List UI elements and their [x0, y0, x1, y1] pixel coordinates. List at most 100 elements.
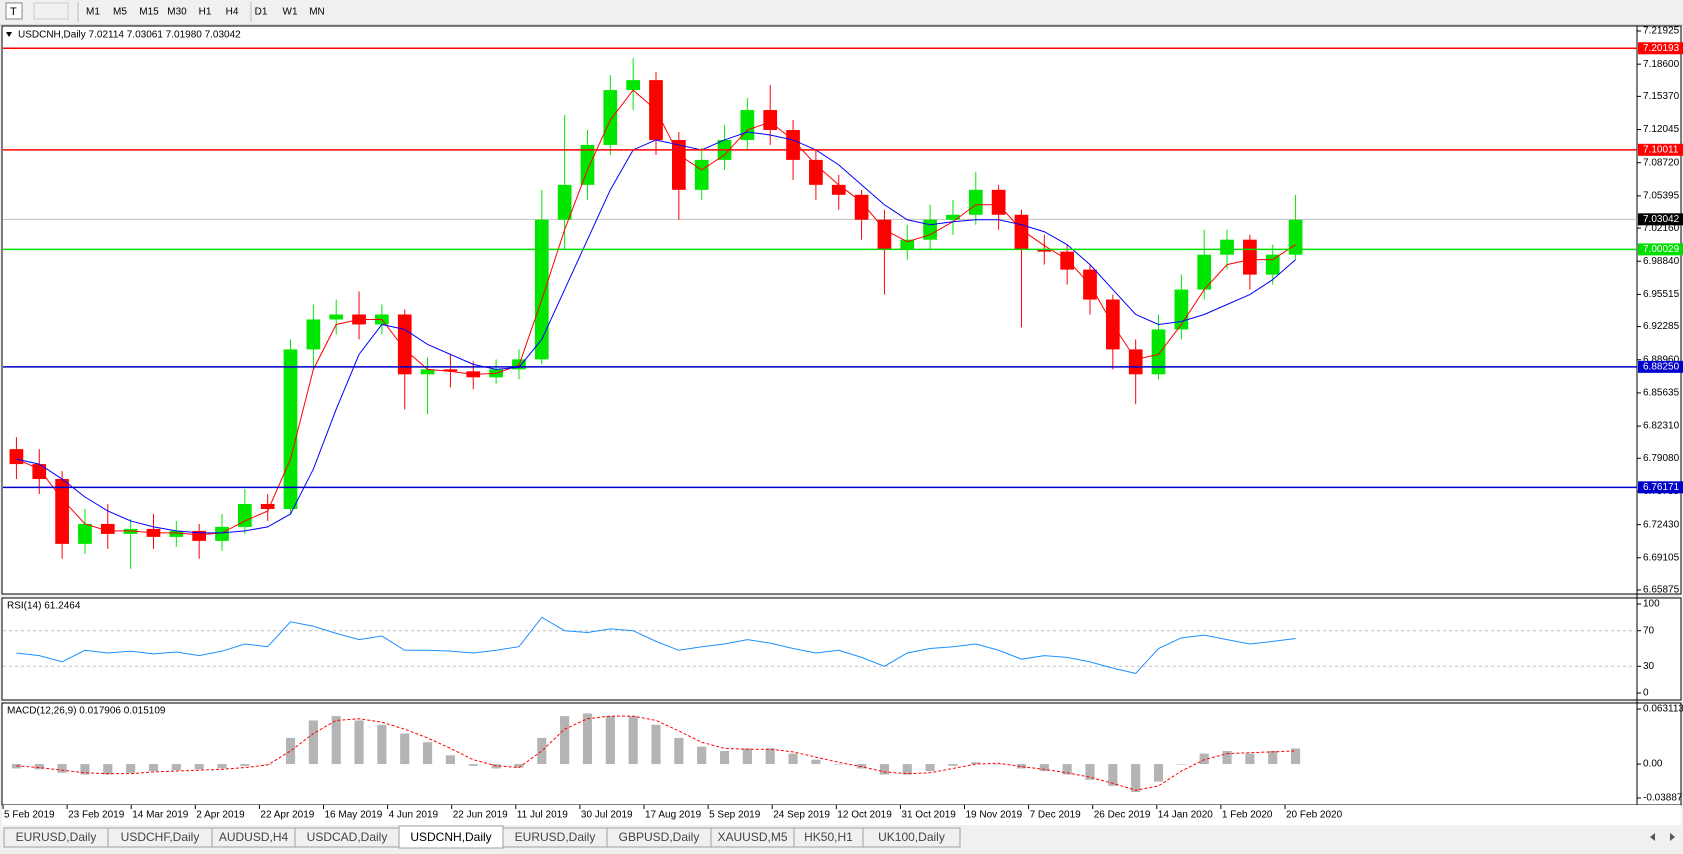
header: USDCNH,Daily 7.02114 7.03061 7.01980 7.0… — [18, 30, 241, 41]
candle-body — [1243, 239, 1257, 275]
level-marker — [1638, 481, 1683, 494]
candle-body — [1128, 349, 1143, 375]
timeframe-button[interactable]: M1 — [86, 7, 100, 18]
candle-body — [169, 530, 184, 537]
candle-body — [283, 349, 298, 509]
macd-bar — [1245, 753, 1255, 765]
candle-body — [32, 464, 47, 480]
tab-label[interactable]: XAUUSD,M5 — [717, 830, 787, 844]
macd-bar — [194, 764, 204, 770]
current-price-label: 7.03042 — [1643, 214, 1680, 225]
macd-bar — [1222, 750, 1232, 765]
price-tick-label: 6.79080 — [1643, 453, 1680, 464]
tab-label[interactable]: AUDUSD,H4 — [219, 830, 289, 844]
date-axis — [2, 805, 1681, 825]
date-label: 30 Jul 2019 — [581, 810, 633, 821]
macd-bar — [971, 762, 981, 765]
price-tick-label: 6.92285 — [1643, 321, 1680, 332]
macd-bar — [423, 742, 433, 765]
current-price-marker — [1638, 213, 1683, 226]
level-marker — [1638, 143, 1683, 156]
date-label: 4 Jun 2019 — [389, 810, 439, 821]
candle-body — [968, 189, 983, 215]
candle-body — [831, 184, 846, 195]
candle-body — [877, 219, 892, 250]
rsi-tick-label: 0 — [1643, 688, 1649, 699]
macd-bar — [126, 764, 136, 773]
candle-body — [55, 479, 69, 544]
candle-body — [694, 159, 709, 190]
candle-body — [1197, 254, 1212, 290]
candle-body — [809, 159, 823, 185]
scroll-right[interactable] — [1670, 833, 1675, 841]
timeframe-button[interactable]: H4 — [226, 7, 239, 18]
macd-bar — [811, 759, 821, 765]
level-label: 6.76171 — [1643, 482, 1680, 493]
text-tool[interactable] — [5, 2, 23, 20]
candle-body — [420, 369, 435, 375]
macd-bar — [103, 764, 113, 775]
tab-label[interactable]: HK50,H1 — [804, 830, 853, 844]
candle-body — [1151, 329, 1166, 375]
level-label: 7.10011 — [1643, 144, 1679, 155]
price-tick-label: 7.12045 — [1643, 124, 1680, 135]
timeframe-button[interactable]: M15 — [139, 7, 159, 18]
macd-bar — [148, 764, 159, 772]
tab[interactable] — [862, 827, 961, 848]
macd-tick-label: 0.00 — [1643, 759, 1663, 770]
timeframe-button[interactable]: D1 — [255, 7, 268, 18]
price-tick-label: 6.82310 — [1643, 421, 1680, 432]
macd-bar — [605, 716, 615, 765]
moving-average — [16, 89, 1296, 536]
macd-bar — [377, 724, 387, 765]
tab-label[interactable]: USDCAD,Daily — [307, 830, 388, 844]
tab-label[interactable]: EURUSD,Daily — [515, 830, 596, 844]
price-tick-label: 6.65875 — [1643, 585, 1680, 596]
tab-label[interactable]: USDCNH,Daily — [410, 830, 491, 844]
macd-panel — [1, 702, 1682, 806]
macd-bar — [468, 764, 478, 766]
level-marker — [1638, 243, 1683, 256]
macd-bar — [445, 755, 455, 765]
macd-bar — [1176, 764, 1186, 765]
date-label: 26 Dec 2019 — [1094, 810, 1151, 821]
level-marker — [1638, 360, 1683, 373]
level-label: 7.00029 — [1643, 244, 1680, 255]
timeframe-button[interactable]: M5 — [113, 7, 127, 18]
scroll-left[interactable] — [1650, 833, 1655, 841]
macd-bar — [171, 764, 181, 771]
macd-tick-label: 0.063113 — [1643, 704, 1683, 715]
timeframe-button[interactable]: MN — [309, 7, 325, 18]
macd-bar — [263, 764, 273, 765]
tab-label[interactable]: UK100,Daily — [878, 830, 945, 844]
candle-body — [237, 503, 252, 527]
macd-bar — [1131, 764, 1141, 793]
candle-body — [100, 523, 115, 534]
date-label: 7 Dec 2019 — [1030, 810, 1082, 821]
macd-bar — [719, 750, 730, 765]
macd-bar — [925, 764, 935, 772]
macd-bar — [1153, 764, 1164, 782]
date-label: 11 Jul 2019 — [517, 810, 568, 821]
macd-bar — [879, 764, 889, 775]
macd-bar — [560, 716, 570, 765]
timeframe-button[interactable]: M30 — [167, 7, 187, 18]
draw-tool[interactable] — [33, 2, 69, 20]
tab-label[interactable]: EURUSD,Daily — [16, 830, 97, 844]
candle-body — [1288, 219, 1303, 255]
macd-bar — [902, 764, 912, 775]
candle-body — [192, 530, 207, 541]
rsi-panel — [1, 597, 1682, 701]
macd-bar — [697, 746, 707, 765]
header-arrow — [6, 32, 12, 37]
tab-label[interactable]: USDCHF,Daily — [121, 830, 200, 844]
date-label: 5 Feb 2019 — [4, 810, 55, 821]
timeframe-button[interactable]: H1 — [199, 7, 212, 18]
timeframe-button[interactable]: W1 — [283, 7, 298, 18]
date-label: 19 Nov 2019 — [966, 810, 1023, 821]
candle-body — [329, 314, 344, 320]
level-label: 6.88250 — [1643, 361, 1680, 372]
tab-label[interactable]: GBPUSD,Daily — [619, 830, 700, 844]
price-tick-label: 6.98840 — [1643, 256, 1680, 267]
price-tick-label: 7.18600 — [1643, 59, 1680, 70]
